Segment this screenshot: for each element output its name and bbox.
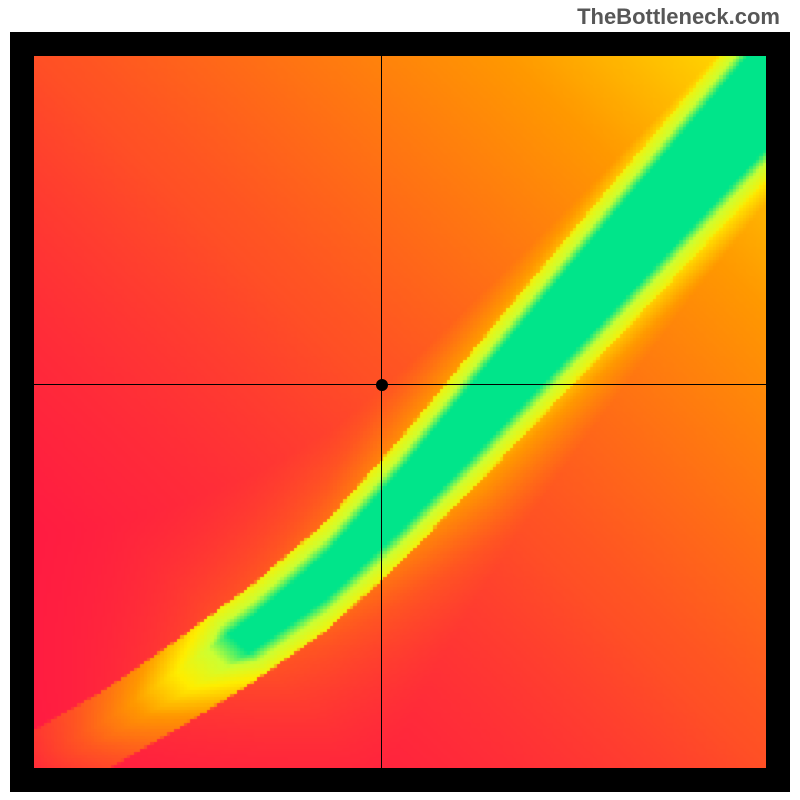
watermark-text: TheBottleneck.com [577, 4, 780, 30]
heatmap-canvas [34, 56, 766, 768]
crosshair-vertical [381, 56, 382, 768]
heatmap-plot [34, 56, 766, 768]
data-point-marker [376, 379, 388, 391]
crosshair-horizontal [34, 384, 766, 385]
